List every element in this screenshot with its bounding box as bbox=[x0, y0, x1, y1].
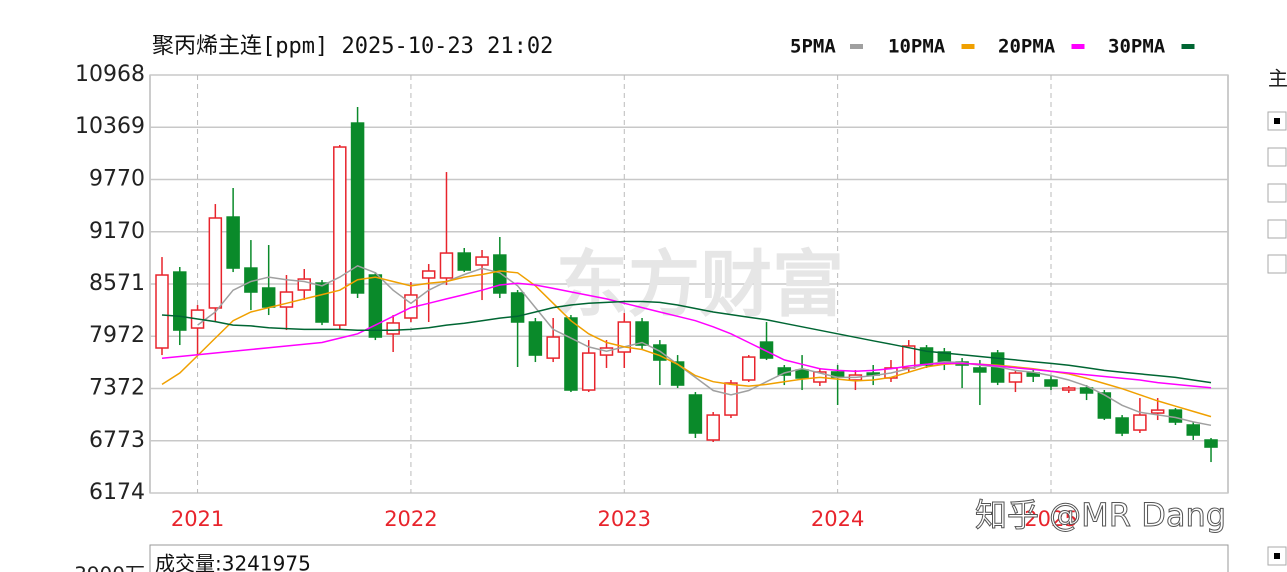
candle-body bbox=[706, 414, 720, 441]
side-checkboxes bbox=[1267, 111, 1287, 566]
legend-label: 5PMA bbox=[790, 36, 836, 58]
x-tick-label: 2023 bbox=[598, 507, 651, 531]
candle-body bbox=[173, 271, 187, 331]
volume-tick: 3900万 bbox=[74, 563, 145, 572]
candle-body bbox=[1204, 439, 1218, 448]
candle-body bbox=[617, 321, 632, 353]
candle-body bbox=[1186, 424, 1200, 436]
watermark: 知乎 @MR Dang bbox=[975, 496, 1226, 534]
candle-body bbox=[493, 254, 507, 294]
side-label: 主 bbox=[1268, 67, 1287, 91]
candle-body bbox=[510, 292, 525, 323]
y-tick-label: 6773 bbox=[89, 428, 145, 453]
candle-body bbox=[741, 356, 756, 381]
candle-body bbox=[1008, 372, 1023, 383]
y-tick-label: 9770 bbox=[89, 166, 145, 191]
candle-body bbox=[759, 341, 774, 359]
candle-body bbox=[1115, 417, 1129, 434]
candle-body bbox=[564, 317, 578, 391]
y-tick-label: 6174 bbox=[89, 480, 145, 505]
y-tick-label: 9170 bbox=[89, 219, 145, 244]
candle-body bbox=[457, 252, 472, 271]
y-tick-label: 10369 bbox=[75, 114, 145, 139]
ma-line bbox=[197, 264, 1212, 427]
candle-body bbox=[1044, 379, 1058, 387]
candle-body bbox=[208, 217, 223, 309]
y-tick-label: 7372 bbox=[89, 376, 145, 401]
candle-body bbox=[724, 382, 738, 416]
candle-body bbox=[368, 274, 383, 338]
watermark: 东方财富 bbox=[556, 243, 844, 327]
candle-body bbox=[315, 282, 329, 323]
legend-label: 30PMA bbox=[1108, 36, 1166, 58]
checkbox[interactable] bbox=[1267, 219, 1287, 239]
checkbox[interactable] bbox=[1267, 254, 1287, 274]
legend-swatch bbox=[1181, 44, 1195, 49]
candle-body bbox=[1168, 409, 1183, 423]
legend-label: 20PMA bbox=[998, 36, 1056, 58]
candle-body bbox=[386, 322, 400, 335]
y-tick-label: 10968 bbox=[75, 62, 145, 87]
y-tick-label: 8571 bbox=[89, 271, 145, 296]
candle-body bbox=[546, 336, 560, 359]
volume-label: 成交量:3241975 bbox=[155, 552, 311, 572]
candle-body bbox=[155, 274, 169, 349]
candle-body bbox=[1026, 372, 1040, 377]
candle-body bbox=[795, 369, 809, 379]
candle-body bbox=[1079, 387, 1094, 394]
x-tick-label: 2022 bbox=[384, 507, 437, 531]
ma-line bbox=[161, 282, 1212, 389]
legend: 5PMA 10PMA 20PMA 30PMA bbox=[790, 36, 1195, 58]
candle-body bbox=[528, 321, 543, 356]
candle-body bbox=[581, 352, 596, 391]
candle-body bbox=[421, 270, 436, 279]
volume-panel bbox=[149, 544, 1229, 572]
candle-body bbox=[350, 122, 365, 294]
candle-body bbox=[475, 256, 489, 266]
candle-body bbox=[973, 367, 987, 373]
legend-swatch bbox=[1071, 44, 1085, 49]
candle-body bbox=[902, 345, 916, 369]
candle-body bbox=[226, 216, 240, 269]
legend-label: 10PMA bbox=[888, 36, 946, 58]
candle-body bbox=[1150, 409, 1165, 414]
chart-title: 聚丙烯主连[ppm] 2025-10-23 21:02 bbox=[152, 34, 553, 59]
candle-body bbox=[261, 287, 276, 308]
candle-body bbox=[297, 278, 311, 291]
checkbox-dot bbox=[1274, 118, 1280, 124]
checkbox-dot bbox=[1274, 553, 1280, 559]
candle-body bbox=[635, 321, 649, 346]
x-tick-label: 2021 bbox=[171, 507, 224, 531]
candle-body bbox=[333, 146, 347, 326]
x-tick-label: 2025 bbox=[1024, 507, 1077, 531]
candle-body bbox=[688, 394, 703, 434]
y-tick-label: 7972 bbox=[89, 323, 145, 348]
ma-line bbox=[161, 300, 1212, 384]
candle-body bbox=[1133, 414, 1147, 431]
legend-swatch bbox=[850, 44, 863, 49]
candle-body bbox=[1062, 387, 1076, 391]
checkbox[interactable] bbox=[1267, 183, 1287, 203]
candle-body bbox=[670, 361, 685, 386]
candle-body bbox=[1097, 392, 1112, 419]
x-tick-label: 2024 bbox=[811, 507, 864, 531]
checkbox[interactable] bbox=[1267, 147, 1287, 167]
legend-swatch bbox=[961, 44, 975, 49]
candle-body bbox=[439, 252, 454, 279]
